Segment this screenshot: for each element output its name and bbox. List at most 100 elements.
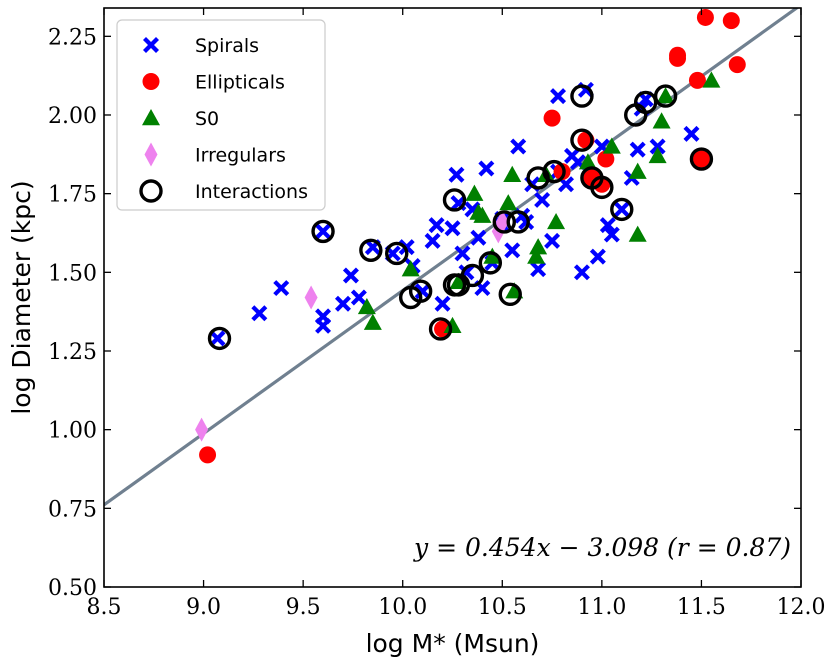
data-point-spirals-stroke-b [613, 201, 630, 218]
data-point-spirals-stroke-b [454, 245, 471, 262]
data-point-spirals [434, 295, 451, 312]
data-point-spirals-stroke-b [530, 261, 547, 278]
data-point-spirals-stroke-b [474, 280, 491, 297]
data-point-spirals [334, 295, 351, 312]
data-point-ellipticals [434, 320, 452, 338]
data-point-spirals [478, 160, 495, 177]
data-point-spirals-stroke-b [428, 217, 445, 234]
data-point-spirals-stroke-b [470, 229, 487, 246]
data-point-s0 [702, 71, 721, 88]
fit-line [104, 8, 800, 507]
legend-box [116, 19, 326, 211]
data-point-s0 [443, 316, 462, 334]
data-point-spirals-stroke-b [504, 242, 521, 259]
data-point-ellipticals [597, 150, 615, 168]
data-point-spirals [589, 248, 606, 265]
data-point-s0 [401, 260, 420, 277]
x-tick-label: 10.5 [478, 595, 527, 620]
data-point-spirals-stroke-b [593, 138, 610, 155]
data-point-spirals-stroke-b [683, 125, 700, 142]
data-point-spirals-stroke-b [599, 217, 616, 234]
data-point-spirals [629, 141, 646, 158]
data-point-spirals-stroke-b [510, 138, 527, 155]
data-point-spirals [315, 308, 332, 325]
data-point-irregulars [304, 285, 318, 310]
series-s0 [357, 71, 721, 334]
data-point-interactions [570, 84, 594, 108]
fit-layer [104, 8, 800, 507]
legend-marker-spirals-stroke-b [143, 37, 159, 53]
data-point-interactions [385, 241, 409, 266]
data-point-interactions [633, 90, 658, 115]
data-point-ellipticals [199, 446, 217, 464]
data-point-spirals [315, 223, 332, 240]
data-point-interactions [610, 197, 634, 222]
data-point-spirals-stroke-b [334, 295, 351, 312]
y-tick-label: 1.25 [48, 340, 97, 365]
data-point-spirals [424, 232, 441, 249]
data-point-spirals [550, 88, 567, 105]
x-tick-label: 9.0 [186, 595, 221, 620]
data-point-ellipticals [728, 56, 746, 74]
data-point-interactions [498, 282, 522, 307]
legend-marker-s0 [142, 109, 160, 126]
data-point-spirals [428, 217, 445, 234]
data-point-ellipticals [669, 49, 687, 67]
x-axis-label: log M* (Msun) [366, 629, 540, 658]
legend-label-interactions: Interactions [195, 181, 308, 203]
data-point-interactions [442, 188, 467, 212]
data-point-spirals-stroke-b [573, 264, 590, 281]
data-point-spirals [398, 239, 415, 256]
data-point-spirals-stroke-b [603, 226, 620, 243]
data-point-interactions [570, 128, 594, 152]
data-point-spirals [273, 280, 290, 297]
axes: 8.5 9.0 9.5 10.0 10.5 11.0 11.5 12.0 0.50 0.75 1.0… [48, 8, 825, 620]
data-point-spirals [448, 166, 465, 183]
x-tick-label: 10.0 [378, 595, 427, 620]
data-point-spirals [613, 201, 630, 218]
x-tick-label: 9.5 [286, 595, 321, 620]
data-point-interactions [460, 263, 485, 288]
data-point-spirals-stroke-b [251, 305, 268, 322]
data-point-spirals [573, 264, 590, 281]
data-point-spirals-stroke-b [424, 232, 441, 249]
data-point-spirals [649, 138, 666, 155]
data-point-s0 [578, 153, 597, 170]
data-point-interactions [207, 326, 232, 351]
data-point-interactions [689, 147, 714, 171]
y-tick-label: 0.75 [48, 497, 97, 522]
data-point-s0 [602, 137, 621, 154]
data-point-irregulars [495, 209, 509, 234]
legend-label-irregulars: Irregulars [195, 145, 286, 167]
data-point-spirals-stroke-b [649, 138, 666, 155]
data-point-spirals [454, 245, 471, 262]
data-point-s0 [648, 146, 667, 164]
data-point-spirals-stroke-b [569, 154, 586, 171]
data-point-s0 [529, 238, 548, 255]
data-point-interactions [408, 279, 433, 303]
data-point-s0 [656, 87, 675, 104]
legend-marker-spirals [143, 37, 159, 53]
data-point-ellipticals [722, 12, 740, 30]
data-point-ellipticals [692, 150, 710, 168]
data-point-s0 [363, 313, 382, 330]
data-point-s0 [465, 184, 484, 201]
data-point-spirals-stroke-b [448, 166, 465, 183]
x-tick-label: 8.5 [87, 595, 122, 620]
data-point-ellipticals [543, 109, 561, 127]
data-point-interactions [478, 251, 503, 275]
y-tick-label: 1.75 [48, 183, 97, 208]
data-point-spirals [470, 229, 487, 246]
y-tick-label: 1.50 [48, 261, 97, 286]
data-point-spirals [599, 217, 616, 234]
data-point-spirals-stroke-b [414, 283, 431, 300]
data-point-interactions [506, 210, 530, 234]
data-point-spirals-stroke-b [534, 191, 551, 208]
data-point-spirals [518, 213, 535, 230]
y-tick-label: 2.00 [48, 104, 97, 129]
data-point-spirals [350, 289, 367, 306]
data-point-interactions [311, 219, 335, 244]
data-point-spirals-stroke-b [444, 220, 461, 237]
data-point-s0 [357, 297, 376, 315]
